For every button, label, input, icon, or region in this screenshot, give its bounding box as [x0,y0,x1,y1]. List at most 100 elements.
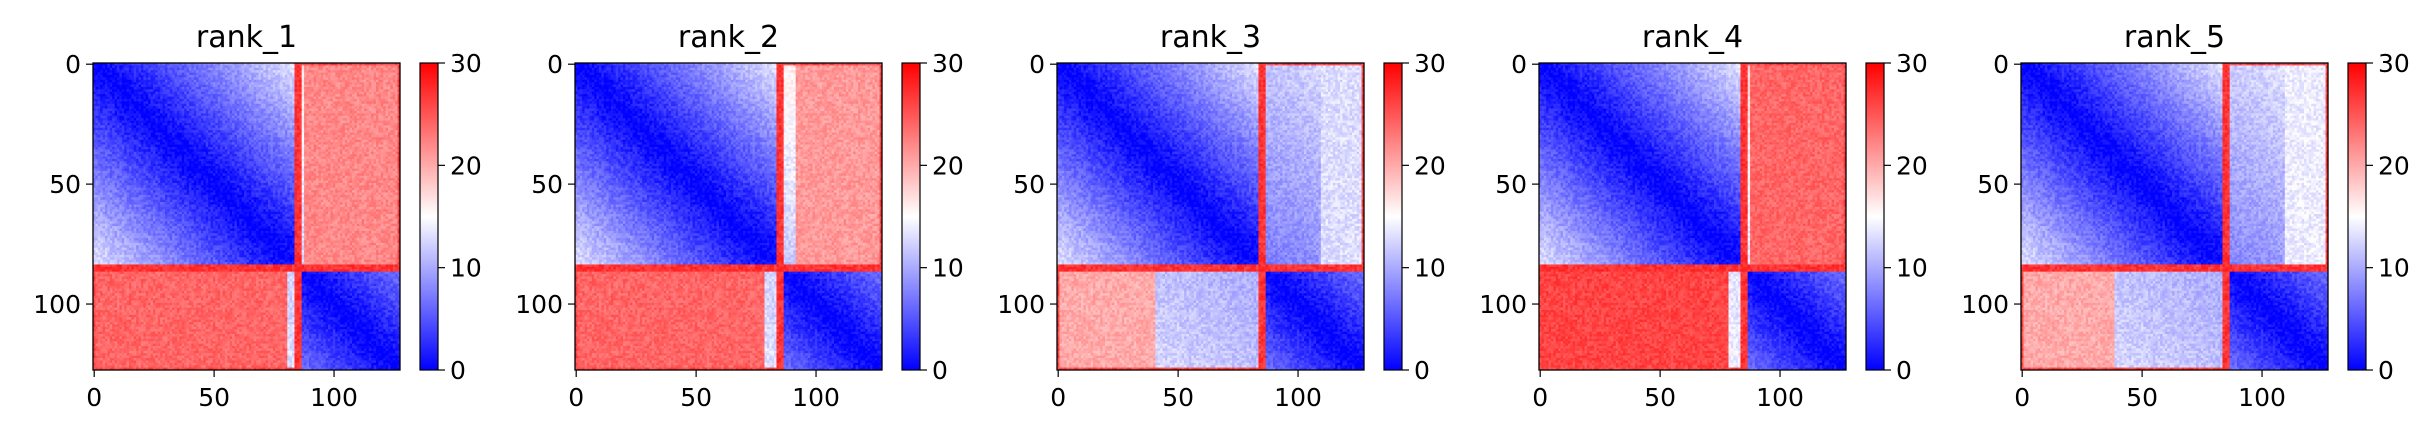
heatmap-cell [342,65,345,68]
heatmap-cell [141,70,144,73]
heatmap-cell [95,77,98,80]
heatmap-cell [395,65,398,68]
heatmap-cell [129,70,132,73]
heatmap-cell [381,73,384,76]
heatmap-cell [395,80,398,83]
heatmap-cell [105,73,108,76]
heatmap-cell [381,85,384,88]
heatmap-cell [177,75,180,78]
heatmap-cell [340,77,343,80]
heatmap-cell [256,70,259,73]
heatmap-cell [134,73,137,76]
heatmap-cell [318,65,321,68]
heatmap-cell [258,70,261,73]
heatmap-cell [273,65,276,68]
heatmap-cell [247,87,250,90]
heatmap-cell [191,73,194,76]
heatmap-cell [378,75,381,78]
heatmap-cell [239,75,242,78]
heatmap-cell [321,73,324,76]
heatmap-cell [148,85,151,88]
heatmap-cell [131,75,134,78]
heatmap-cell [383,73,386,76]
heatmap-cell [304,65,307,68]
heatmap-cell [261,89,264,92]
heatmap-cell [110,85,113,88]
heatmap-cell [100,89,103,92]
heatmap-cell [374,87,377,90]
heatmap-cell [187,89,190,92]
heatmap-cell [223,82,226,85]
heatmap-cell [383,85,386,88]
heatmap-cell [350,75,353,78]
heatmap-cell [131,65,134,68]
heatmap-cell [122,80,125,83]
heatmap-cell [268,68,271,71]
heatmap-cell [136,65,139,68]
heatmap-cell [129,89,132,92]
heatmap-cell [172,85,175,88]
heatmap-cell [103,87,106,90]
heatmap-cell [115,82,118,85]
heatmap-cell [268,87,271,90]
heatmap-cell [165,87,168,90]
heatmap-cell [124,70,127,73]
heatmap-panel-1: rank_10 50 1000501000102030 [33,20,482,412]
heatmap-cell [330,87,333,90]
heatmap-cell [270,68,273,71]
heatmap-cell [239,73,242,76]
heatmap-cell [275,70,278,73]
heatmap-cell [376,82,379,85]
heatmap-cell [100,82,103,85]
heatmap-cell [191,68,194,71]
heatmap-cell [290,70,293,73]
heatmap-cell [247,85,250,88]
heatmap-cell [189,70,192,73]
heatmap-cell [225,70,228,73]
heatmap-cell [187,70,190,73]
heatmap-cell [160,75,163,78]
heatmap-cell [146,73,149,76]
heatmap-cell [395,77,398,80]
heatmap-cell [247,80,250,83]
heatmap-cell [263,73,266,76]
heatmap-cell [179,80,182,83]
heatmap-cell [338,82,341,85]
heatmap-cell [232,73,235,76]
heatmap-cell [177,85,180,88]
heatmap-cell [383,65,386,68]
heatmap-cell [155,73,158,76]
heatmap-cell [266,73,269,76]
heatmap-cell [330,68,333,71]
heatmap-cell [244,70,247,73]
heatmap-cell [395,87,398,90]
heatmap-cell [323,77,326,80]
heatmap-cell [223,65,226,68]
heatmap-cell [194,70,197,73]
heatmap-cell [335,75,338,78]
heatmap-cell [139,77,142,80]
heatmap-cell [244,77,247,80]
heatmap-cell [386,68,389,71]
heatmap-cell [263,77,266,80]
heatmap-cell [196,80,199,83]
heatmap-cell [242,80,245,83]
heatmap-cell [292,75,295,78]
heatmap-cell [359,87,362,90]
heatmap-cell [273,87,276,90]
heatmap-cell [136,77,139,80]
heatmap-cell [215,70,218,73]
heatmap-cell [119,65,122,68]
heatmap-cell [115,68,118,71]
heatmap-cell [369,87,372,90]
heatmap-cell [206,70,209,73]
heatmap-cell [223,89,226,92]
heatmap-cell [122,77,125,80]
heatmap-cell [292,82,295,85]
heatmap-cell [242,82,245,85]
heatmap-cell [105,85,108,88]
heatmap-cell [378,65,381,68]
heatmap-cell [338,75,341,78]
heatmap-cell [390,75,393,78]
heatmap-cell [357,75,360,78]
